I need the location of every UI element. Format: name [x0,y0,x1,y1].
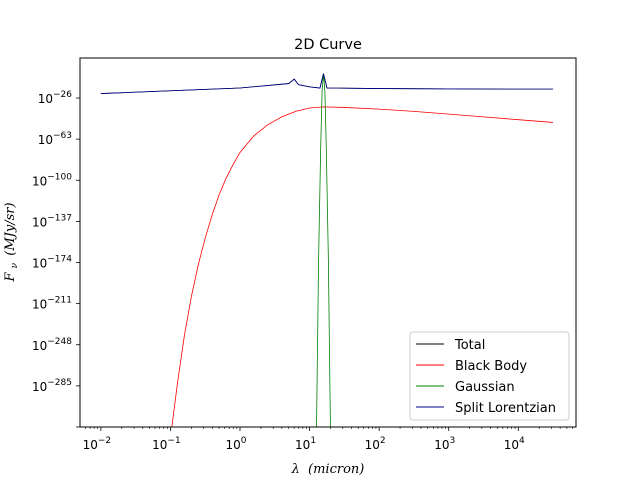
legend-box [409,331,570,421]
y-axis-label-subscript: ν [10,262,20,268]
y-tick-label: 10−26 [38,90,73,106]
y-tick-label: 10−248 [32,337,72,353]
x-tick-label: 100 [225,436,246,452]
x-axis-label-unit: (micron) [308,462,364,477]
y-axis-label-symbol: F [3,272,18,283]
y-tick-label: 10−174 [32,255,72,271]
chart-title: 2D Curve [294,37,362,53]
x-axis-label-symbol: λ [291,462,300,477]
axes-frame [79,57,577,428]
y-tick-label: 10−63 [38,131,72,147]
legend-label: Gaussian [455,380,515,395]
x-tick-label: 102 [365,436,386,452]
x-tick-label: 10−2 [83,436,112,452]
series-line-split-lorentzian [100,73,554,94]
x-axis-label: λ (micron) [291,462,365,477]
legend-label: Split Lorentzian [455,401,556,416]
plot-area [100,73,554,427]
y-tick-label: 10−211 [32,296,72,312]
legend-label: Black Body [455,359,527,374]
y-tick-label: 10−285 [32,378,72,394]
y-axis-ticks: 10−26 10−63 10−100 10−137 10−174 10−211 10−248… [32,90,80,428]
x-tick-label: 10−1 [152,436,181,452]
y-axis-label: F ν (MJy/sr) [3,202,21,282]
x-tick-label: 104 [504,436,525,452]
x-tick-label: 101 [295,436,316,452]
x-axis-ticks: 10−2 10−1 100 101 102 103 104 [83,427,573,452]
x-tick-label: 103 [434,436,455,452]
y-tick-label: 10−137 [32,213,72,229]
y-tick-label: 10−100 [32,172,72,188]
y-axis-label-unit: (MJy/sr) [3,202,18,255]
legend-label: Total [454,338,485,353]
series-line-black-body [171,106,554,427]
legend: Total Black Body Gaussian Split Lorentzian [409,331,570,421]
